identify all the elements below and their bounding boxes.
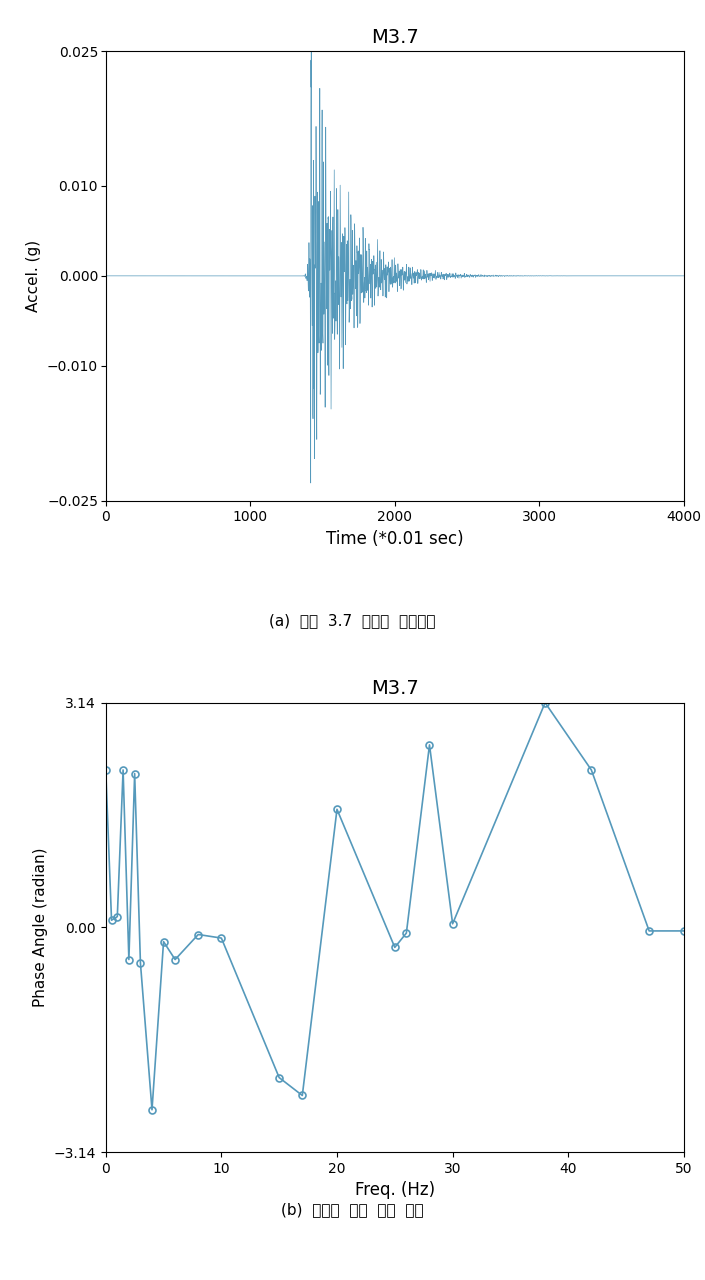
Title: M3.7: M3.7 (371, 28, 419, 47)
Text: (b)  주파수  영역  위상  크기: (b) 주파수 영역 위상 크기 (281, 1202, 424, 1217)
Title: M3.7: M3.7 (371, 680, 419, 699)
X-axis label: Time (*0.01 sec): Time (*0.01 sec) (326, 530, 464, 548)
Text: (a)  규모  3.7  지진파  시간이력: (a) 규모 3.7 지진파 시간이력 (269, 613, 436, 628)
Y-axis label: Accel. (g): Accel. (g) (26, 239, 42, 312)
X-axis label: Freq. (Hz): Freq. (Hz) (355, 1181, 435, 1199)
Y-axis label: Phase Angle (radian): Phase Angle (radian) (33, 847, 48, 1007)
